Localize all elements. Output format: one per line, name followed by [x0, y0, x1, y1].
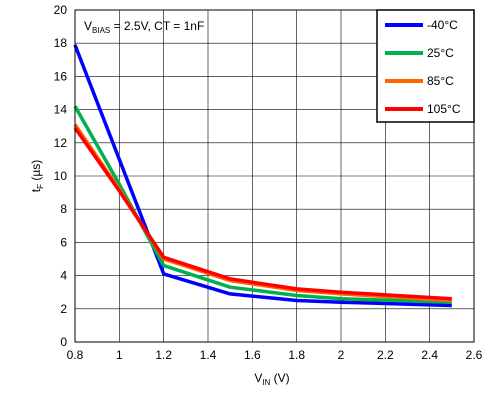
- y-tick-label: 2: [60, 302, 67, 316]
- y-tick-label: 0: [60, 335, 67, 349]
- x-tick-label: 2.4: [421, 348, 438, 362]
- y-tick-label: 14: [54, 103, 68, 117]
- x-axis-ticks: 0.8 1 1.2 1.4 1.6 1.8 2 2.2 2.4 2.6: [67, 348, 483, 362]
- x-tick-label: 1.8: [288, 348, 305, 362]
- y-tick-label: 8: [60, 202, 67, 216]
- legend-label: 85°C: [427, 74, 454, 88]
- x-tick-label: 0.8: [67, 348, 84, 362]
- x-tick-label: 1.2: [155, 348, 172, 362]
- y-tick-label: 16: [54, 69, 68, 83]
- y-axis-ticks: 0 2 4 6 8 10 12 14 16 18 20: [54, 3, 68, 349]
- x-tick-label: 2.6: [466, 348, 483, 362]
- series-line-0: [73, 44, 452, 308]
- y-tick-label: 10: [54, 169, 68, 183]
- y-tick-label: 4: [60, 269, 67, 283]
- series-line-2: [73, 123, 452, 303]
- series-line-3: [73, 126, 452, 301]
- chart-annotation: VBIAS = 2.5V, CT = 1nF: [84, 19, 204, 35]
- x-tick-label: 1: [116, 348, 123, 362]
- x-tick-label: 1.4: [200, 348, 217, 362]
- plot-frame: [74, 9, 475, 343]
- series-layer: [73, 44, 452, 308]
- legend: -40°C 25°C 85°C 105°C: [376, 9, 475, 123]
- x-tick-label: 2: [338, 348, 345, 362]
- x-axis-label: VIN (V): [254, 371, 289, 387]
- legend-label: 25°C: [427, 46, 454, 60]
- x-tick-label: 1.6: [244, 348, 261, 362]
- x-tick-label: 2.2: [377, 348, 394, 362]
- y-tick-label: 6: [60, 235, 67, 249]
- legend-label: 105°C: [427, 102, 461, 116]
- y-tick-label: 20: [54, 3, 68, 17]
- y-axis-label: tF (µs): [29, 160, 45, 192]
- y-tick-label: 12: [54, 136, 68, 150]
- y-tick-label: 18: [54, 36, 68, 50]
- legend-label: -40°C: [427, 18, 458, 32]
- series-line-1: [73, 105, 452, 304]
- legend-box: [376, 9, 475, 123]
